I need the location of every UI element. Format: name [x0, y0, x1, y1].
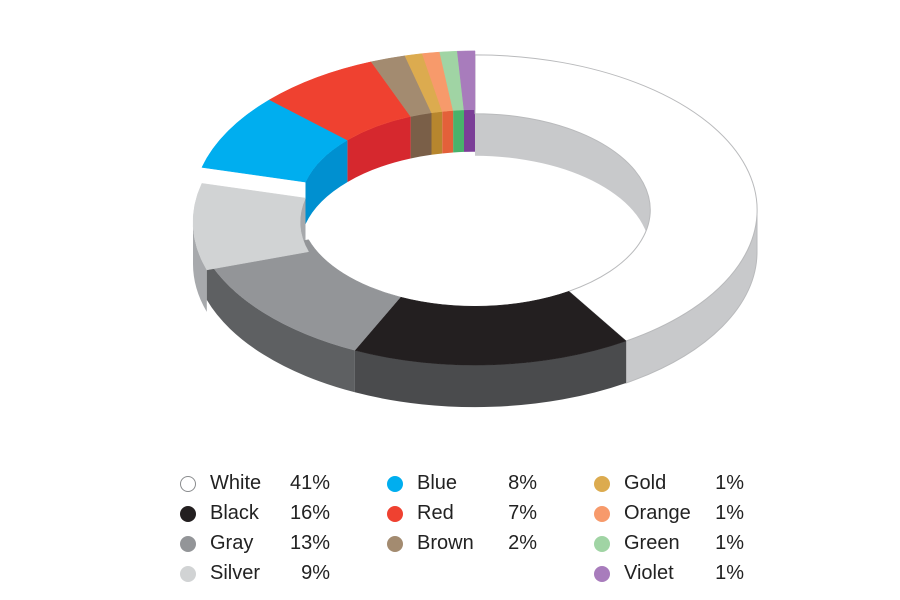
ring-tops	[192, 50, 758, 366]
slice-inner-wall-green	[453, 109, 464, 153]
slice-inner-wall-red	[347, 116, 411, 183]
slice-outer-wall-gray	[206, 257, 355, 393]
slice-white	[474, 54, 758, 342]
slice-violet	[457, 50, 476, 111]
slice-inner-wall-gold	[431, 111, 443, 155]
slice-outer-wall-silver	[193, 222, 207, 312]
slice-inner-wall-brown	[410, 112, 432, 159]
slice-inner-wall-orange	[442, 110, 454, 154]
slice-inner-wall-blue	[305, 140, 348, 225]
slice-black	[354, 291, 627, 366]
slice-silver	[192, 183, 309, 271]
slice-inner-wall-white	[475, 113, 650, 252]
slice-outer-wall-black	[354, 341, 627, 408]
slice-inner-wall-violet	[464, 109, 475, 152]
